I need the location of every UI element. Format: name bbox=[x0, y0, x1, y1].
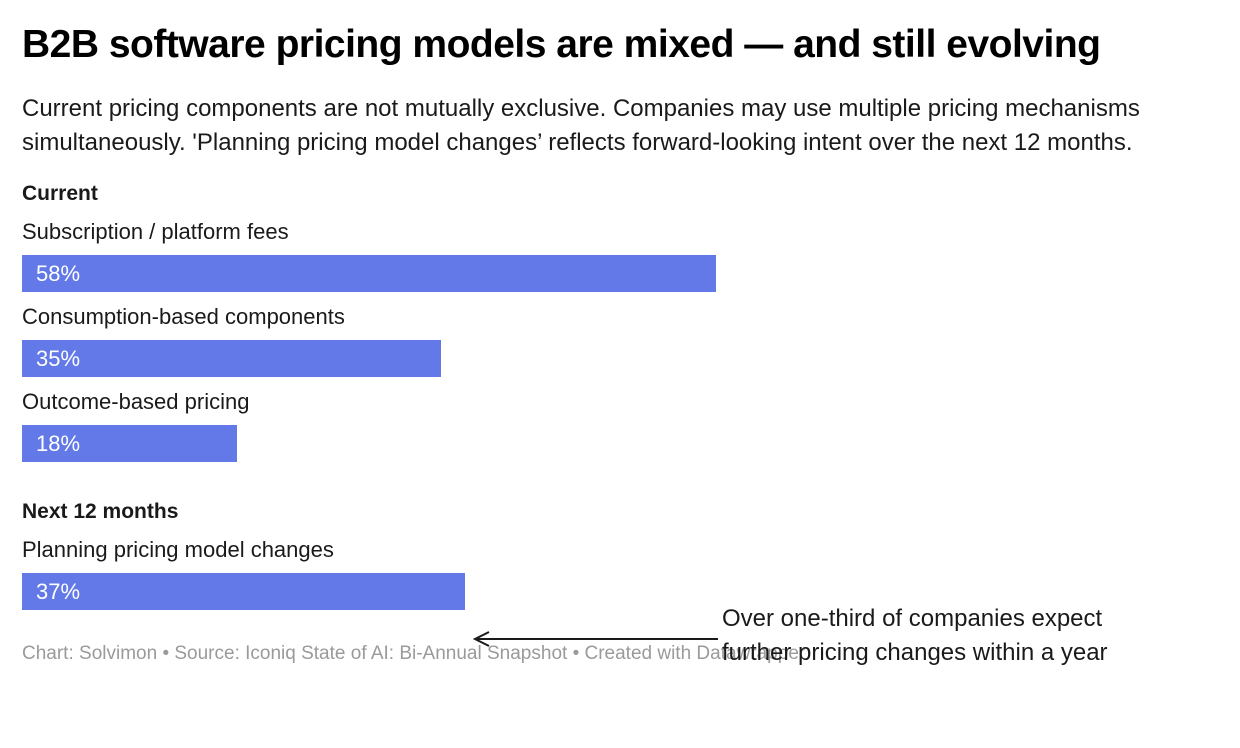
bar-row-subscription: Subscription / platform fees 58% bbox=[22, 220, 1218, 292]
attribution-footer: Chart: Solvimon • Source: Iconiq State o… bbox=[22, 643, 806, 664]
bar-row-outcome: Outcome-based pricing 18% bbox=[22, 390, 1218, 462]
bar-value: 18% bbox=[36, 430, 81, 456]
annotation-text: Over one-third of companies expect furth… bbox=[722, 602, 1212, 670]
bar-row-consumption: Consumption-based components 35% bbox=[22, 305, 1218, 377]
group-next-12-months: Next 12 months Planning pricing model ch… bbox=[22, 500, 1218, 610]
group-current: Current Subscription / platform fees 58%… bbox=[22, 182, 1218, 462]
bar-row-planning: Planning pricing model changes 37% bbox=[22, 538, 1218, 610]
bar-label: Subscription / platform fees bbox=[22, 219, 289, 244]
bar-label: Consumption-based components bbox=[22, 304, 345, 329]
annotation-line-1: Over one-third of companies expect bbox=[722, 605, 1103, 632]
bar: 18% bbox=[22, 425, 238, 462]
bar-label: Planning pricing model changes bbox=[22, 537, 334, 562]
bar-value: 35% bbox=[36, 345, 81, 371]
annotation-arrow-icon bbox=[472, 631, 718, 647]
bar-value: 37% bbox=[36, 578, 81, 604]
bar: 35% bbox=[22, 340, 441, 377]
group-header-next: Next 12 months bbox=[22, 500, 179, 523]
bar: 37% bbox=[22, 573, 465, 610]
annotation-line-2: further pricing changes within a year bbox=[722, 639, 1108, 666]
chart-title: B2B software pricing models are mixed — … bbox=[22, 23, 1101, 66]
group-header-current: Current bbox=[22, 182, 98, 205]
bar-label: Outcome-based pricing bbox=[22, 389, 250, 414]
bar: 58% bbox=[22, 255, 716, 292]
bar-value: 58% bbox=[36, 260, 81, 286]
chart-subtitle: Current pricing components are not mutua… bbox=[22, 95, 1140, 156]
